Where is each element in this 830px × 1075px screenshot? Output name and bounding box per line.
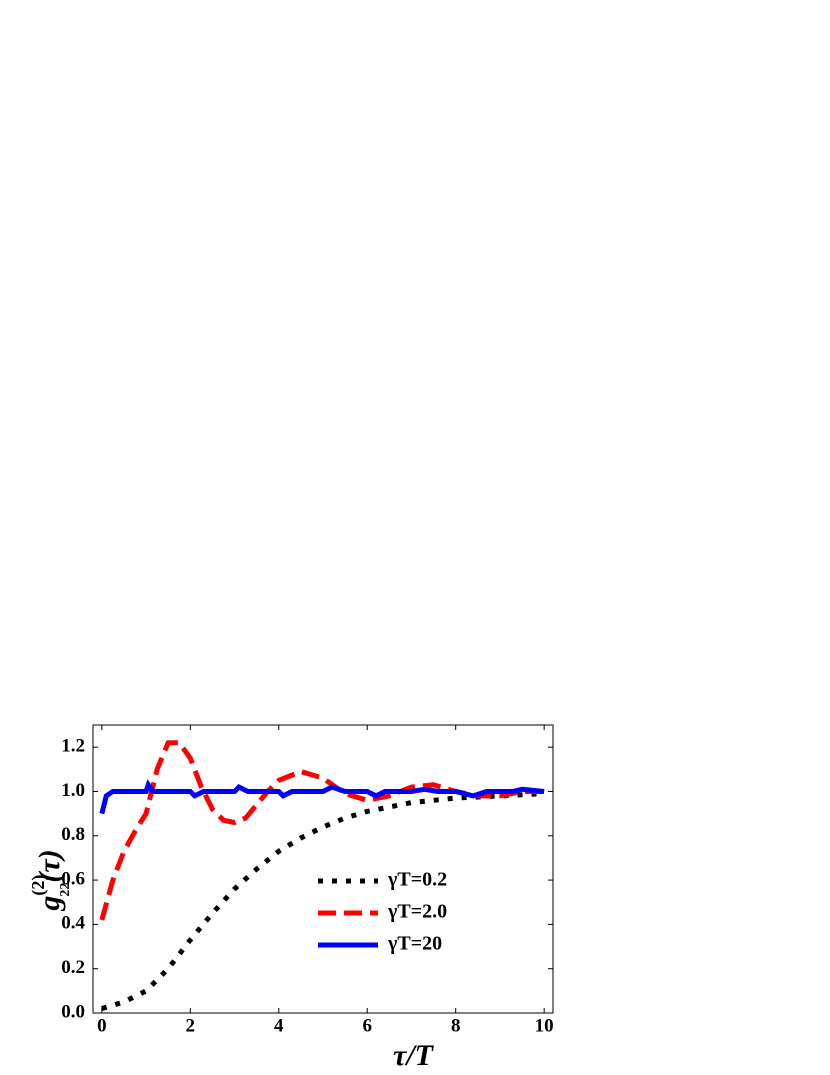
x-tick-label: 2 [186,1015,196,1036]
y-label-base: g [33,896,66,912]
y-axis-label: g(2) 22(τ) [28,849,73,911]
y-tick-label: 0.2 [61,957,85,978]
y-tick-label: 0.0 [61,1001,85,1022]
y-tick-label: 0.6 [61,868,85,889]
legend-label: γT=20 [387,933,442,955]
series-line [101,791,545,1011]
y-label-sup: (2) [28,875,49,896]
y-label-arg: (τ) [33,849,66,882]
y-tick-label: 0.4 [61,913,85,934]
y-tick-label: 0.8 [61,824,85,845]
y-tick-label: 1.0 [61,780,85,801]
x-tick-label: 10 [535,1015,554,1036]
x-axis-label: τ/T [393,1039,435,1072]
series-line [99,779,545,815]
x-tick-label: 6 [362,1015,372,1036]
x-tick-label: 4 [274,1015,284,1036]
legend-label: γT=0.2 [387,869,447,891]
series-line [99,740,545,921]
y-label-sub: 22 [58,883,73,897]
x-tick-label: 0 [97,1015,107,1036]
x-tick-label: 8 [451,1015,461,1036]
legend-label: γT=2.0 [387,901,447,923]
y-tick-label: 1.2 [61,736,85,757]
plot-frame [92,724,554,1014]
